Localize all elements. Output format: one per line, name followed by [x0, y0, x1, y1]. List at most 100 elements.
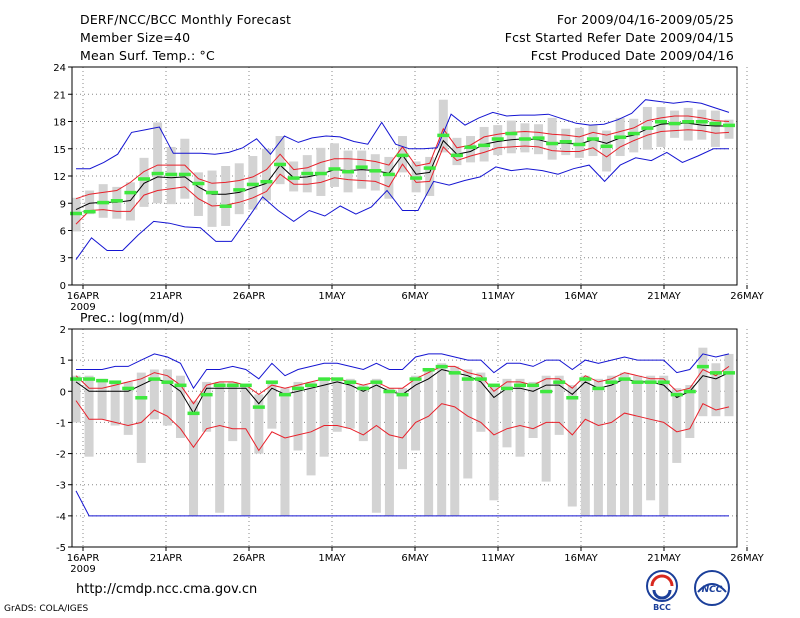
member-marker: [464, 145, 477, 149]
spread-box: [149, 369, 159, 420]
member-marker: [627, 131, 640, 136]
member-size: Member Size=40: [80, 30, 191, 45]
member-marker: [668, 121, 681, 126]
x-tick-label: 16APR: [67, 291, 100, 302]
series-ensemble-max: [76, 353, 730, 390]
spread-box: [139, 157, 149, 207]
member-marker: [161, 380, 174, 384]
svg-text:BCC: BCC: [653, 603, 671, 612]
series-mean-stdev: [75, 400, 730, 452]
member-marker: [83, 377, 96, 381]
spread-box: [476, 372, 486, 432]
member-marker: [357, 386, 370, 391]
member-marker: [135, 396, 148, 400]
member-marker: [274, 162, 287, 167]
spread-box: [580, 375, 590, 516]
member-marker: [109, 380, 122, 384]
x-tick-label: 21MAY: [647, 553, 681, 564]
member-marker: [278, 392, 291, 397]
spread-box: [228, 381, 238, 442]
spread-box: [345, 378, 355, 429]
member-marker: [683, 389, 696, 394]
spread-box: [452, 137, 462, 166]
y-tick-label: 21: [53, 90, 66, 101]
spread-box: [293, 381, 303, 451]
spread-box: [554, 375, 564, 435]
member-marker: [540, 389, 553, 394]
member-marker: [305, 383, 318, 388]
plot-frame: [71, 66, 738, 286]
member-marker: [151, 171, 164, 176]
member-marker: [292, 386, 305, 391]
member-marker: [450, 153, 463, 158]
spread-box: [358, 385, 368, 442]
member-marker: [505, 131, 518, 136]
spread-box: [659, 375, 669, 516]
member-marker: [355, 165, 368, 169]
y-tick-label: 1: [60, 356, 66, 367]
member-marker: [252, 405, 265, 409]
member-marker: [435, 364, 448, 369]
member-marker: [500, 386, 513, 391]
series-mean-stdev: [75, 129, 730, 225]
spread-box: [506, 120, 516, 154]
spread-box: [593, 378, 603, 516]
spread-box: [221, 166, 231, 226]
spread-box: [275, 136, 285, 185]
member-marker: [644, 380, 657, 384]
series-ensemble-min: [75, 490, 729, 517]
member-marker: [618, 377, 631, 381]
member-marker: [409, 377, 422, 381]
member-marker: [696, 364, 709, 369]
spread-box: [332, 378, 342, 432]
member-marker: [83, 209, 96, 214]
spread-box: [425, 156, 435, 196]
spread-box: [424, 369, 434, 516]
member-marker: [518, 137, 531, 141]
y-tick-label: 15: [53, 145, 66, 156]
spread-box: [202, 381, 212, 432]
member-marker: [709, 371, 722, 375]
member-marker: [437, 133, 450, 138]
spread-box: [371, 378, 381, 513]
member-marker: [396, 392, 409, 397]
member-marker: [410, 176, 423, 180]
y-tick-label: -1: [56, 418, 66, 429]
spread-box: [384, 156, 394, 199]
x-tick-label: 21APR: [150, 291, 183, 302]
member-marker: [342, 169, 355, 174]
x-tick-label: 1MAY: [318, 553, 346, 564]
member-marker: [219, 204, 232, 208]
spread-box: [411, 375, 421, 451]
spread-box: [437, 363, 447, 516]
y-tick-label: 3: [60, 254, 66, 265]
member-marker: [709, 121, 722, 126]
x-tick-label: 16MAY: [564, 291, 598, 302]
forecast-period: For 2009/04/16-2009/05/25: [556, 12, 734, 27]
spread-box: [306, 381, 316, 476]
panel-title: Prec.: log(mm/d): [80, 310, 184, 325]
member-marker: [579, 377, 592, 381]
spread-box: [85, 190, 95, 215]
member-marker: [695, 120, 708, 124]
member-marker: [600, 144, 613, 149]
member-marker: [70, 377, 82, 381]
spread-box: [84, 375, 94, 457]
member-marker: [314, 171, 327, 176]
member-marker: [614, 135, 627, 139]
member-marker: [110, 199, 123, 203]
member-marker: [187, 411, 200, 416]
member-marker: [631, 380, 644, 384]
member-marker: [586, 137, 599, 141]
ncc-logo: NCC: [694, 570, 730, 606]
source-url[interactable]: http://cmdp.ncc.cma.gov.cn: [76, 582, 258, 597]
spread-box: [261, 148, 271, 201]
x-tick-label: 6MAY: [401, 291, 429, 302]
spread-box: [193, 172, 203, 216]
member-marker: [200, 392, 213, 397]
spread-box: [606, 375, 616, 516]
x-tick-label: 26APR: [233, 553, 266, 564]
spread-box: [180, 138, 190, 199]
spread-box: [698, 347, 708, 417]
